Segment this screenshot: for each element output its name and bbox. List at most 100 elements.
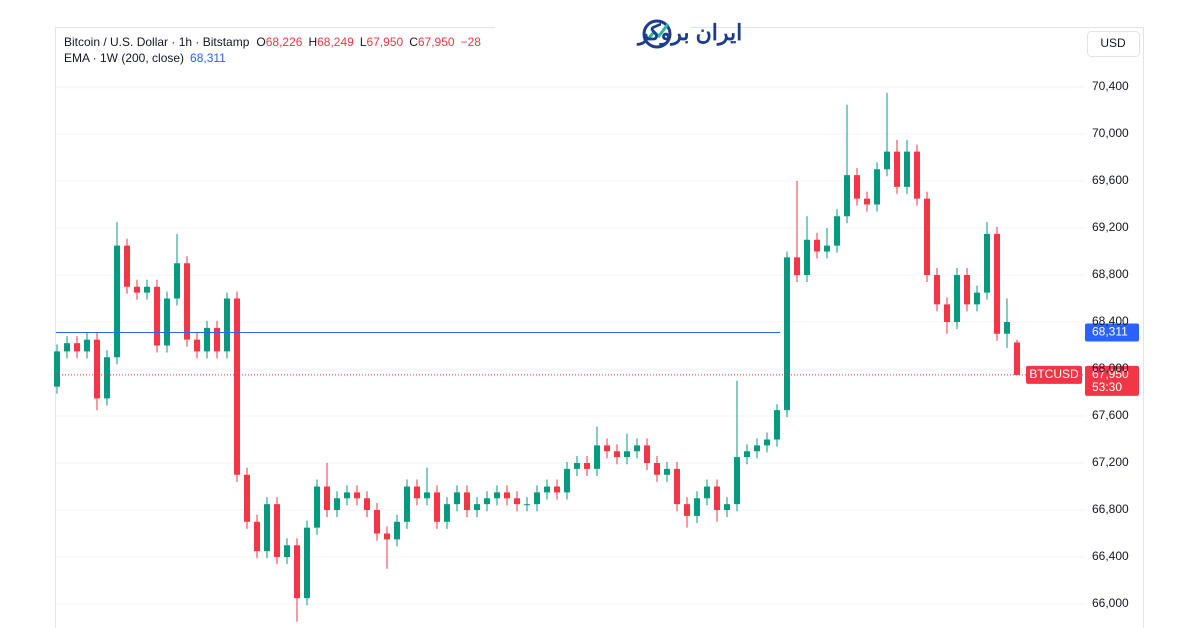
candle-body [374,510,380,534]
candle-body [954,275,960,323]
candle-body [94,339,100,399]
candle-body [434,492,440,522]
header-line: Bitcoin / U.S. Dollar · 1h · Bitstamp O68… [64,35,481,49]
candle-body [224,298,230,352]
candle-body [354,492,360,499]
ohlc-key: C [409,35,418,49]
ohlc-key: L [360,35,367,49]
candle-body [664,468,670,475]
legend: Bitcoin / U.S. Dollar · 1h · Bitstamp O68… [64,35,481,65]
candle-body [84,339,90,352]
candle-body [424,492,430,499]
candle-body [164,298,170,346]
candle-body [324,486,330,511]
currency: USD [1100,36,1126,50]
candle-body [544,486,550,493]
candle-body [864,198,870,205]
ema-price-label: 68,311 [1092,325,1128,339]
candle-body [384,533,390,540]
ema-legend: EMA · 1W (200, close) 68,311 [64,51,226,65]
candle-body [494,492,500,499]
candle-body [674,468,680,505]
candle-body [724,504,730,511]
y-tick-label: 69,200 [1092,220,1129,234]
ohlc-value: 68,226 [266,35,303,49]
ema-price-box [1085,323,1139,342]
candle-body [474,504,480,511]
candle-body [104,357,110,399]
candle-body [764,439,770,446]
candle-body [984,233,990,293]
candle-body [174,263,180,299]
candle-body [404,486,410,522]
candles [54,92,1020,622]
candle-body [854,175,860,199]
candle-body [974,292,980,305]
ema-label: EMA · 1W (200, close) [64,51,184,65]
candle-body [264,504,270,552]
candle-body [304,527,310,599]
candle-body [234,298,240,475]
candle-body [754,445,760,452]
candle-body [414,486,420,499]
candle-body [804,239,810,276]
symbol-box [1026,365,1082,384]
candle-body [834,216,840,246]
candle-body [484,498,490,505]
y-tick-label: 68,400 [1092,314,1129,328]
ohlc-key: O [256,35,265,49]
candle-body [134,286,140,293]
candle-body [694,498,700,516]
candle-body [314,486,320,528]
logo-icon-line [646,23,670,40]
y-tick-label: 67,600 [1092,408,1129,422]
y-tick-label: 67,200 [1092,455,1129,469]
candle-body [904,151,910,187]
y-tick-label: 68,000 [1092,361,1129,375]
candle-body [464,492,470,511]
candle-body [734,457,740,505]
y-tick-label: 68,800 [1092,267,1129,281]
y-tick-label: 66,400 [1092,549,1129,563]
logo: ایران بروکر [636,19,742,49]
candle-body [654,463,660,475]
candle-body [634,445,640,452]
candle-body [444,504,450,522]
candle-body [614,451,620,458]
candle-body [994,233,1000,334]
candle-body [254,521,260,552]
candle-body [924,198,930,276]
candle-body [584,463,590,469]
currency-button[interactable] [1087,31,1140,57]
candle-body [334,498,340,511]
candle-body [1004,322,1010,334]
candle-body [784,257,790,411]
last-price-label: 67,950 [1092,367,1129,381]
y-tick-label: 66,000 [1092,596,1129,610]
candle-body [144,286,150,293]
candle-body [504,492,510,499]
candle-body [184,263,190,340]
candle-body [814,239,820,252]
countdown: 53:30 [1092,380,1122,394]
candle-body [934,275,940,305]
ohlc-key: H [308,35,317,49]
candle-body [714,486,720,511]
candle-body [874,169,880,205]
y-tick-label: 69,600 [1092,173,1129,187]
logo-icon [642,19,672,49]
candle-body [1014,342,1020,375]
ohlc-value: −28 [461,35,482,49]
candle-body [154,286,160,346]
symbol-label: BTCUSD [1029,367,1079,381]
candle-body [194,339,200,352]
candle-body [534,492,540,505]
grid [56,86,1085,605]
ohlc-value: 68,249 [317,35,354,49]
candle-body [54,351,60,387]
ema-value: 68,311 [190,51,226,65]
candle-body [364,498,370,511]
candle-body [64,343,70,352]
candle-body [744,451,750,458]
